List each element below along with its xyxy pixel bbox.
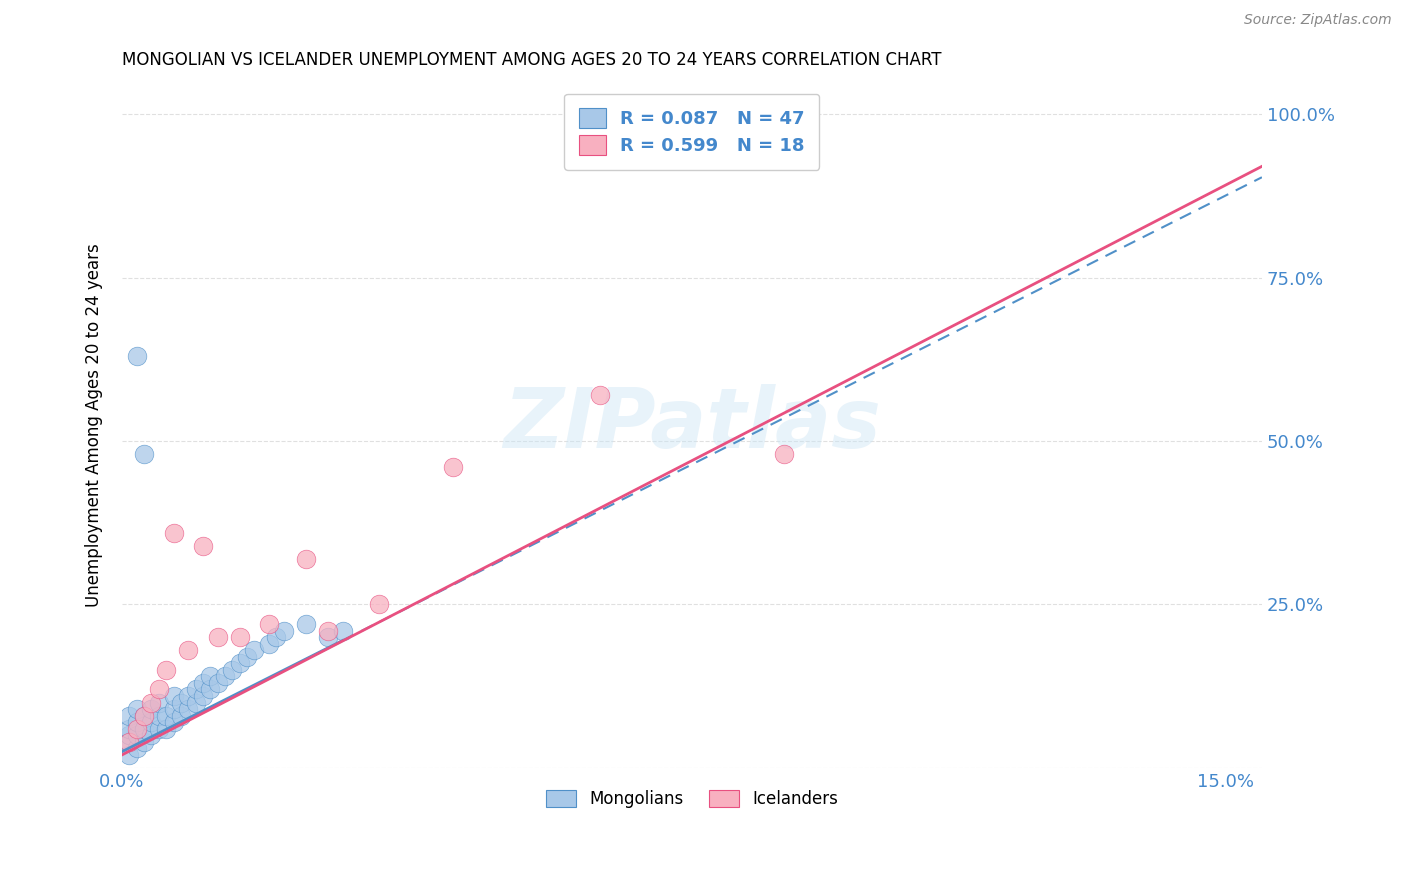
Point bbox=[177, 689, 200, 703]
Point bbox=[589, 388, 612, 402]
Point bbox=[177, 643, 200, 657]
Point bbox=[316, 624, 339, 638]
Point bbox=[257, 617, 280, 632]
Point bbox=[148, 696, 170, 710]
Point bbox=[266, 630, 288, 644]
Point bbox=[148, 722, 170, 736]
Point bbox=[200, 682, 222, 697]
Point bbox=[316, 630, 339, 644]
Text: MONGOLIAN VS ICELANDER UNEMPLOYMENT AMONG AGES 20 TO 24 YEARS CORRELATION CHART: MONGOLIAN VS ICELANDER UNEMPLOYMENT AMON… bbox=[122, 51, 942, 69]
Point bbox=[141, 702, 163, 716]
Point bbox=[207, 630, 229, 644]
Point bbox=[118, 735, 141, 749]
Point bbox=[162, 525, 184, 540]
Point bbox=[170, 696, 193, 710]
Point bbox=[191, 689, 214, 703]
Point bbox=[148, 682, 170, 697]
Point bbox=[118, 722, 141, 736]
Point bbox=[773, 447, 796, 461]
Point bbox=[441, 460, 464, 475]
Point bbox=[125, 715, 148, 730]
Point bbox=[125, 702, 148, 716]
Point bbox=[125, 349, 148, 363]
Point bbox=[118, 728, 141, 742]
Point bbox=[125, 722, 148, 736]
Y-axis label: Unemployment Among Ages 20 to 24 years: Unemployment Among Ages 20 to 24 years bbox=[86, 243, 103, 607]
Point bbox=[118, 708, 141, 723]
Point bbox=[228, 630, 250, 644]
Text: Source: ZipAtlas.com: Source: ZipAtlas.com bbox=[1244, 13, 1392, 28]
Point bbox=[236, 649, 259, 664]
Legend: Mongolians, Icelanders: Mongolians, Icelanders bbox=[540, 783, 845, 814]
Point bbox=[228, 657, 250, 671]
Point bbox=[162, 689, 184, 703]
Point bbox=[132, 735, 155, 749]
Point bbox=[155, 722, 177, 736]
Point bbox=[170, 708, 193, 723]
Point bbox=[184, 682, 207, 697]
Point bbox=[368, 598, 391, 612]
Point bbox=[141, 696, 163, 710]
Point bbox=[332, 624, 354, 638]
Point bbox=[155, 663, 177, 677]
Point bbox=[148, 708, 170, 723]
Point bbox=[141, 715, 163, 730]
Point bbox=[295, 617, 318, 632]
Point bbox=[177, 702, 200, 716]
Point bbox=[125, 728, 148, 742]
Point bbox=[125, 741, 148, 756]
Point bbox=[184, 696, 207, 710]
Point bbox=[200, 669, 222, 683]
Text: ZIPatlas: ZIPatlas bbox=[503, 384, 882, 465]
Point bbox=[118, 735, 141, 749]
Point bbox=[191, 539, 214, 553]
Point bbox=[207, 676, 229, 690]
Point bbox=[132, 708, 155, 723]
Point bbox=[132, 447, 155, 461]
Point bbox=[141, 728, 163, 742]
Point bbox=[191, 676, 214, 690]
Point bbox=[132, 708, 155, 723]
Point bbox=[221, 663, 243, 677]
Point bbox=[162, 715, 184, 730]
Point bbox=[132, 722, 155, 736]
Point bbox=[214, 669, 236, 683]
Point bbox=[155, 708, 177, 723]
Point bbox=[243, 643, 266, 657]
Point bbox=[295, 551, 318, 566]
Point bbox=[273, 624, 295, 638]
Point bbox=[162, 702, 184, 716]
Point bbox=[118, 747, 141, 762]
Point bbox=[257, 637, 280, 651]
